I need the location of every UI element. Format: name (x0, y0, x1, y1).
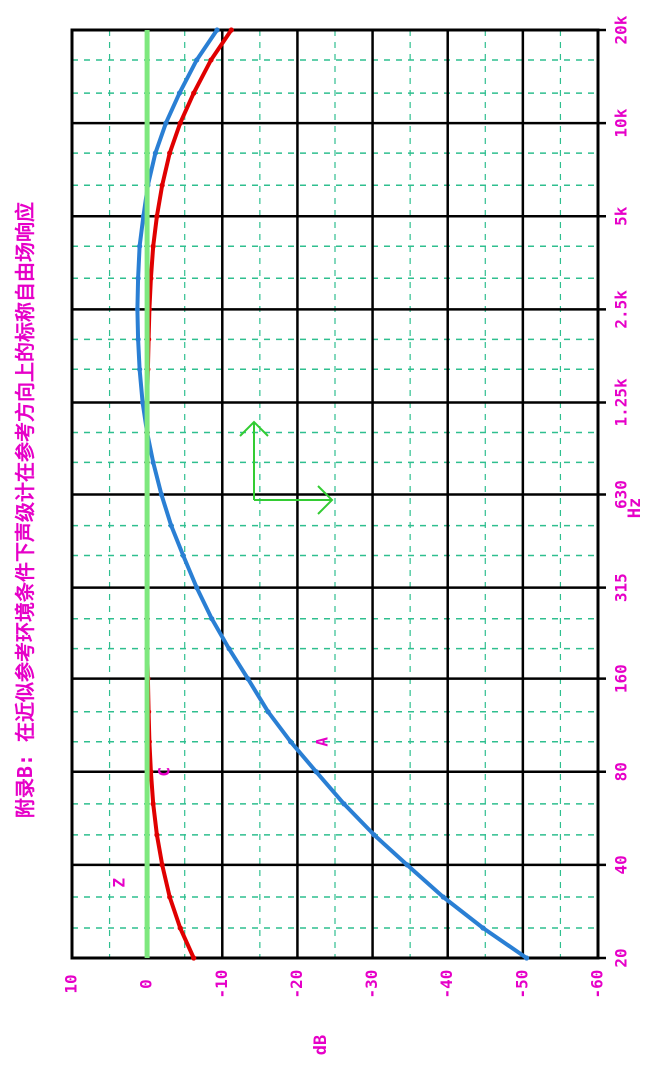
data-point-c (154, 832, 160, 838)
data-point-a (404, 862, 410, 868)
y-tick-label: 0 (137, 979, 156, 989)
data-point-c (177, 925, 183, 931)
data-point-c (191, 90, 197, 96)
data-point-a (152, 150, 159, 156)
data-point-a (341, 801, 347, 807)
arrow-up-head (239, 420, 269, 437)
x-tick-label: 315 (612, 573, 631, 602)
data-point-a (313, 769, 319, 775)
data-point-a (480, 925, 486, 931)
x-tick-label: 630 (612, 480, 631, 509)
data-point-a (194, 585, 200, 591)
y-axis-label: dB (311, 1035, 331, 1055)
data-point-a (135, 336, 141, 342)
series-layer: A C Z (110, 27, 530, 961)
data-point-a (134, 306, 140, 312)
y-tick-label: 10 (62, 974, 81, 993)
data-point-a (288, 739, 294, 745)
data-point-c (177, 120, 183, 126)
data-point-a (209, 616, 215, 622)
arrow-right-head (317, 485, 334, 515)
series-label-a: A (312, 737, 331, 747)
y-tick-label: -60 (588, 970, 607, 999)
x-axis-label: Hz (625, 498, 645, 518)
data-point-c (159, 862, 165, 868)
x-tick-label: 80 (612, 762, 631, 781)
data-point-a (168, 522, 174, 529)
y-tick-label: -30 (362, 970, 381, 999)
data-point-c (228, 27, 234, 33)
y-tick-label: -20 (287, 970, 306, 999)
minor-grid (72, 30, 598, 958)
data-point-a (265, 709, 271, 715)
data-point-c (208, 57, 214, 63)
data-point-a (180, 552, 186, 559)
data-point-a (194, 57, 200, 63)
data-point-c (167, 150, 173, 156)
data-point-a (158, 491, 165, 498)
data-point-a (226, 646, 232, 652)
data-point-a (176, 90, 183, 96)
x-tick-label: 20 (612, 948, 631, 967)
data-point-c (167, 894, 173, 900)
data-point-a (245, 676, 251, 682)
data-point-a (140, 399, 146, 406)
series-label-z: Z (110, 878, 129, 888)
series-label-c: C (155, 767, 174, 777)
x-tick-label: 2.5k (612, 290, 631, 329)
data-point-c (191, 955, 197, 961)
data-point-a (524, 955, 530, 961)
data-point-a (137, 366, 143, 372)
data-point-a (135, 275, 141, 281)
plot-frame (70, 28, 600, 960)
x-tick-label: 40 (612, 855, 631, 874)
data-point-c (159, 182, 165, 188)
plot-border (70, 28, 600, 960)
x-tick-label: 160 (612, 664, 631, 693)
data-point-c (150, 243, 156, 249)
x-tick-label: 1.25k (612, 378, 631, 427)
data-point-a (214, 27, 220, 33)
data-point-a (150, 459, 156, 466)
y-tick-label: -50 (512, 970, 531, 999)
data-point-a (371, 832, 377, 838)
data-point-a (137, 243, 143, 249)
y-tick-label: -10 (212, 970, 231, 999)
x-tick-label: 10k (612, 108, 631, 137)
data-point-a (163, 120, 169, 126)
orientation-arrows (239, 420, 334, 515)
x-tick-label: 5k (612, 206, 631, 226)
chart-title: 附录B: 在近似参考环境条件下声级计在参考方向上的标称自由场响应 (13, 202, 37, 818)
data-point-c (154, 213, 160, 219)
x-tick-label: 20k (612, 15, 631, 44)
y-tick-label: -40 (437, 970, 456, 999)
data-point-a (440, 894, 446, 900)
data-point-c (150, 801, 156, 807)
tick-labels: 20 40 80 160 315 630 1.25k 2.5k 5k 10k 20k 10 0 -10 -2… (62, 15, 631, 998)
